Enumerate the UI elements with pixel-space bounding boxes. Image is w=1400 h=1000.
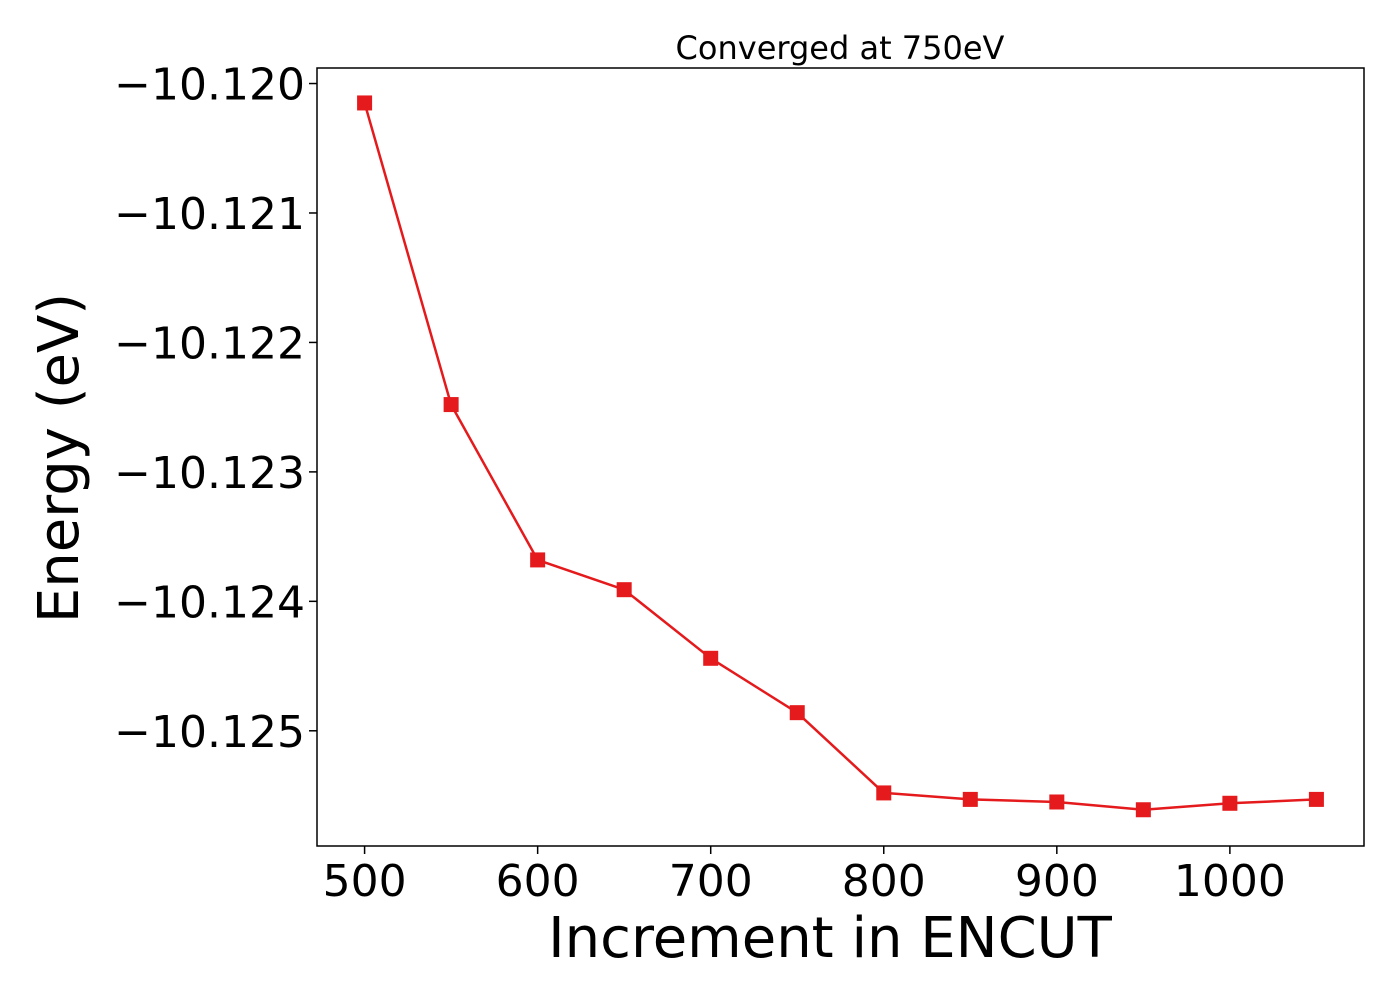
x-tick-label: 500 xyxy=(323,856,407,907)
x-tick-label: 900 xyxy=(1015,856,1099,907)
x-tick-label: 1000 xyxy=(1174,856,1286,907)
plot-frame xyxy=(316,67,1365,847)
data-point-marker xyxy=(1049,794,1065,810)
data-point-marker xyxy=(789,705,805,721)
data-point-marker xyxy=(1135,802,1151,818)
y-tick-label: −10.125 xyxy=(114,707,305,758)
x-tick-label: 800 xyxy=(842,856,926,907)
y-tick-label: −10.121 xyxy=(114,189,305,240)
data-point-marker xyxy=(1222,795,1238,811)
plot-area: 500 600 700 800 900 1000 −10.120 −10.121 −10.122… xyxy=(114,60,1365,907)
data-point-marker xyxy=(876,785,892,801)
series-line xyxy=(363,102,1317,812)
data-point-marker xyxy=(357,95,373,111)
y-axis-title: Energy (eV) xyxy=(27,293,92,623)
x-tick-label: 700 xyxy=(669,856,753,907)
y-tick-label: −10.122 xyxy=(114,318,305,369)
chart-title: Converged at 750eV xyxy=(676,29,1005,67)
data-point-marker xyxy=(962,791,978,807)
y-tick-label: −10.120 xyxy=(114,60,305,111)
x-axis-title: Increment in ENCUT xyxy=(548,906,1113,971)
data-point-marker xyxy=(616,582,632,598)
data-point-marker xyxy=(1308,791,1324,807)
data-point-marker xyxy=(530,552,546,568)
y-tick-label: −10.124 xyxy=(114,577,305,628)
data-point-marker xyxy=(443,397,459,413)
data-point-marker xyxy=(703,650,719,666)
x-tick-label: 600 xyxy=(496,856,580,907)
y-tick-label: −10.123 xyxy=(114,448,305,499)
